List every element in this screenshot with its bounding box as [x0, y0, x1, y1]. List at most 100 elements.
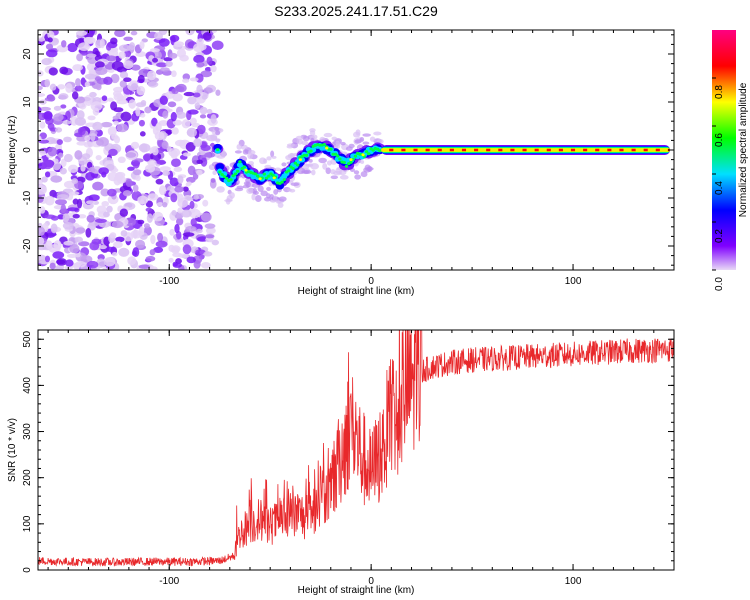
- y-tick-label: -20: [22, 238, 33, 253]
- noise-blob: [86, 161, 93, 169]
- noise-blob: [56, 258, 67, 266]
- track-halo-blob: [229, 192, 235, 199]
- noise-blob: [43, 110, 53, 121]
- noise-blob: [151, 117, 158, 127]
- noise-blob: [174, 186, 184, 193]
- noise-blob: [210, 114, 217, 124]
- track-halo-blob: [305, 163, 312, 167]
- track-halo-blob: [214, 127, 220, 132]
- zero-line-segment: [659, 148, 668, 152]
- noise-blob: [123, 77, 132, 83]
- zero-line-segment: [393, 148, 402, 152]
- noise-blob: [204, 223, 216, 229]
- noise-blob: [38, 92, 46, 97]
- zero-line-segment: [526, 148, 535, 152]
- noise-blob: [140, 112, 146, 118]
- noise-blob: [169, 228, 175, 236]
- noise-blob: [185, 30, 195, 36]
- noise-blob: [95, 67, 108, 76]
- noise-blob: [113, 241, 123, 249]
- zero-line-segment: [575, 148, 584, 152]
- noise-blob: [80, 164, 86, 172]
- noise-blob: [106, 246, 115, 253]
- noise-blob: [186, 127, 197, 138]
- track-peak-blob: [258, 177, 262, 181]
- noise-blob: [130, 64, 141, 71]
- noise-blob: [95, 84, 102, 91]
- noise-blob: [169, 177, 179, 187]
- noise-blob: [98, 244, 107, 250]
- noise-blob: [130, 30, 138, 36]
- noise-blob: [76, 53, 83, 62]
- noise-blob: [47, 37, 53, 43]
- noise-blob: [135, 239, 146, 249]
- zero-line-band: [381, 148, 670, 152]
- track-peak-blob: [361, 153, 365, 157]
- track-halo-blob: [353, 131, 361, 138]
- track-peak-blob: [349, 158, 353, 162]
- zero-line-segment: [514, 148, 523, 152]
- noise-blob: [182, 186, 189, 192]
- noise-blob: [85, 200, 96, 205]
- noise-blob: [206, 56, 213, 65]
- noise-blob: [59, 167, 67, 175]
- noise-blob: [67, 42, 78, 53]
- y-tick-label: 400: [22, 377, 33, 394]
- noise-blob: [48, 67, 58, 76]
- zero-line-segment: [441, 148, 450, 152]
- noise-blob: [38, 139, 50, 144]
- noise-blob: [47, 146, 58, 157]
- noise-blob: [74, 252, 81, 258]
- noise-blob: [177, 207, 183, 214]
- noise-blob: [171, 70, 177, 78]
- noise-blob: [56, 194, 69, 200]
- zero-line-segment: [453, 148, 462, 152]
- noise-blob: [76, 110, 85, 120]
- y-tick-label: 100: [22, 515, 33, 532]
- track-peak-blob: [325, 146, 329, 150]
- noise-blob: [60, 203, 67, 214]
- track-halo-blob: [273, 195, 278, 203]
- noise-blob: [169, 52, 178, 59]
- noise-blob: [145, 207, 153, 212]
- noise-blob: [172, 262, 183, 268]
- noise-blob: [103, 257, 116, 267]
- noise-blob: [181, 209, 192, 218]
- noise-blob: [95, 155, 102, 161]
- noise-blob: [47, 122, 55, 130]
- noise-blob: [168, 257, 174, 263]
- noise-blob: [156, 202, 164, 207]
- track-halo-blob: [303, 169, 312, 175]
- noise-blob: [132, 160, 140, 169]
- y-tick-label: 300: [22, 423, 33, 440]
- noise-blob: [187, 96, 197, 105]
- noise-blob: [89, 30, 96, 35]
- noise-blob: [150, 234, 156, 245]
- noise-blob: [195, 249, 206, 256]
- noise-blob: [193, 92, 201, 98]
- track-core-blob: [255, 174, 260, 178]
- x-tick-label: 100: [565, 576, 582, 587]
- noise-blob: [194, 102, 201, 109]
- y-tick-label: 0: [22, 567, 33, 573]
- track-halo-blob: [236, 185, 244, 190]
- colorbar-tick-label: 0.0: [714, 277, 725, 291]
- noise-blob: [38, 156, 44, 165]
- track-core-blob: [220, 172, 224, 177]
- noise-blob: [95, 61, 105, 69]
- noise-blob: [118, 44, 131, 52]
- track-halo-blob: [212, 170, 217, 176]
- track-halo-blob: [254, 195, 262, 202]
- noise-blob: [83, 36, 96, 45]
- zero-line-segment: [611, 148, 620, 152]
- noise-blob: [123, 60, 134, 69]
- noise-blob: [50, 215, 59, 221]
- noise-blob: [161, 141, 169, 150]
- noise-blob: [137, 219, 145, 225]
- track-halo-blob: [289, 152, 294, 158]
- track-halo-blob: [362, 141, 370, 145]
- track-halo-blob: [252, 187, 257, 195]
- track-halo-blob: [251, 193, 256, 201]
- noise-blob: [96, 138, 104, 146]
